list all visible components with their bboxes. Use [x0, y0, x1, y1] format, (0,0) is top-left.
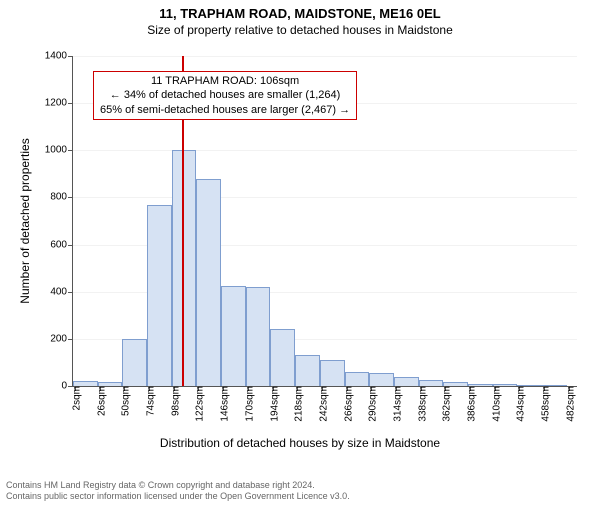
- histogram-bar: [172, 150, 197, 386]
- page-subtitle: Size of property relative to detached ho…: [0, 23, 600, 37]
- histogram-bar: [270, 329, 295, 386]
- histogram-bar: [394, 377, 419, 386]
- x-tick-label: 26sqm: [92, 386, 107, 416]
- x-tick-label: 314sqm: [388, 386, 403, 422]
- x-tick-label: 482sqm: [561, 386, 576, 422]
- y-tick-label: 200: [50, 333, 73, 344]
- histogram-bar: [345, 372, 370, 386]
- grid-line: [73, 150, 577, 151]
- histogram-bar: [369, 373, 394, 386]
- grid-line: [73, 56, 577, 57]
- histogram-bar: [221, 286, 246, 386]
- x-tick-label: 74sqm: [142, 386, 157, 416]
- x-tick-label: 122sqm: [191, 386, 206, 422]
- y-tick-label: 400: [50, 286, 73, 297]
- footer-line: Contains public sector information licen…: [6, 491, 350, 502]
- histogram-plot: 02004006008001000120014002sqm26sqm50sqm7…: [72, 56, 577, 387]
- x-tick-label: 146sqm: [216, 386, 231, 422]
- x-tick-label: 98sqm: [166, 386, 181, 416]
- y-axis-label: Number of detached properties: [18, 138, 32, 303]
- x-tick-label: 458sqm: [537, 386, 552, 422]
- x-tick-label: 434sqm: [512, 386, 527, 422]
- annotation-line: 11 TRAPHAM ROAD: 106sqm: [100, 74, 350, 88]
- y-tick-label: 1000: [45, 145, 73, 156]
- annotation-box: 11 TRAPHAM ROAD: 106sqm← 34% of detached…: [93, 71, 357, 120]
- chart-area: 02004006008001000120014002sqm26sqm50sqm7…: [0, 56, 600, 456]
- page-title: 11, TRAPHAM ROAD, MAIDSTONE, ME16 0EL: [0, 6, 600, 21]
- x-tick-label: 194sqm: [265, 386, 280, 422]
- x-tick-label: 50sqm: [117, 386, 132, 416]
- histogram-bar: [295, 355, 320, 386]
- grid-line: [73, 197, 577, 198]
- attribution-footer: Contains HM Land Registry data © Crown c…: [6, 480, 350, 503]
- y-tick-label: 600: [50, 239, 73, 250]
- x-tick-label: 386sqm: [463, 386, 478, 422]
- x-tick-label: 170sqm: [240, 386, 255, 422]
- x-tick-label: 410sqm: [487, 386, 502, 422]
- footer-line: Contains HM Land Registry data © Crown c…: [6, 480, 350, 491]
- annotation-line: ← 34% of detached houses are smaller (1,…: [100, 88, 350, 102]
- x-tick-label: 242sqm: [314, 386, 329, 422]
- x-tick-label: 290sqm: [364, 386, 379, 422]
- annotation-line: 65% of semi-detached houses are larger (…: [100, 103, 350, 117]
- y-tick-label: 800: [50, 192, 73, 203]
- x-tick-label: 2sqm: [68, 386, 83, 410]
- histogram-bar: [196, 179, 221, 386]
- histogram-bar: [246, 287, 271, 386]
- x-tick-label: 218sqm: [290, 386, 305, 422]
- y-tick-label: 1400: [45, 51, 73, 62]
- histogram-bar: [147, 205, 172, 387]
- x-tick-label: 338sqm: [413, 386, 428, 422]
- x-tick-label: 266sqm: [339, 386, 354, 422]
- x-axis-label: Distribution of detached houses by size …: [0, 436, 600, 450]
- histogram-bar: [320, 360, 345, 386]
- histogram-bar: [122, 339, 147, 386]
- y-tick-label: 1200: [45, 98, 73, 109]
- x-tick-label: 362sqm: [438, 386, 453, 422]
